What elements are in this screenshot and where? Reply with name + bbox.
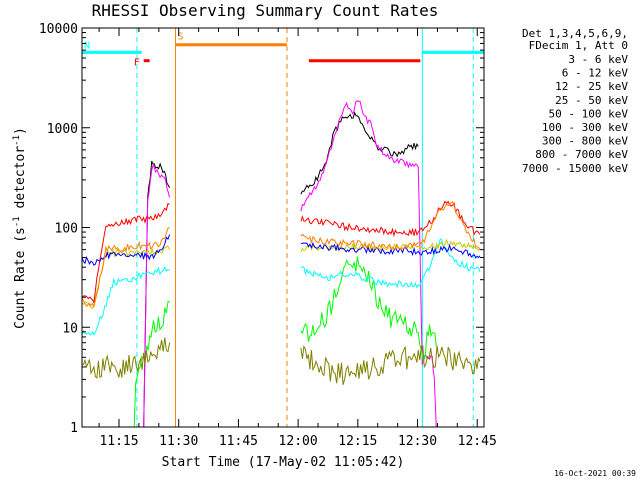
chart-title: RHESSI Observing Summary Count Rates [92, 1, 439, 20]
legend-header-line-1: FDecim 1, Att 0 [529, 39, 628, 52]
legend-entry-6: 300 - 800 keV [542, 135, 628, 148]
series-5-segment-0 [82, 202, 170, 304]
y-axis-label-end: ) [13, 127, 28, 135]
series-4 [82, 238, 481, 309]
plot-timestamp: 16-Oct-2021 00:39 [554, 469, 636, 478]
series-3 [82, 238, 481, 336]
series-1 [82, 100, 437, 427]
series-3-segment-1 [300, 238, 481, 289]
y-axis-label-mid: detector [13, 146, 28, 217]
x-tick-label: 12:00 [279, 434, 318, 449]
y-axis-label-sup2: -1 [12, 135, 22, 146]
x-tick-label: 11:45 [219, 434, 258, 449]
legend-entry-7: 800 - 7000 keV [535, 148, 628, 161]
series-7-segment-1 [300, 201, 481, 250]
legend-entry-3: 25 - 50 keV [555, 94, 628, 107]
flag-label-n: N [84, 40, 90, 51]
legend-entry-8: 7000 - 15000 keV [522, 162, 628, 175]
flag-label-f: F [134, 58, 140, 69]
legend: Det 1,3,4,5,6,9,FDecim 1, Att 03 - 6 keV… [522, 27, 628, 175]
legend-entry-5: 100 - 300 keV [542, 121, 628, 134]
series-8 [82, 337, 481, 385]
series-7-segment-0 [82, 227, 170, 309]
series-4-segment-0 [82, 246, 171, 309]
x-axis-ticks: 11:15 11:30 11:45 12:00 12:15 12:30 12:45 [98, 28, 497, 449]
series-6-segment-0 [82, 234, 171, 266]
series-5-segment-1 [300, 200, 481, 238]
series-1-segment-1 [300, 100, 437, 427]
series-0-segment-1 [300, 111, 419, 195]
series-8-segment-1 [300, 344, 481, 385]
observing-flags: F N S [82, 31, 484, 69]
legend-entry-0: 3 - 6 keV [568, 53, 628, 66]
plot-frame [81, 27, 485, 428]
series-4-segment-1 [300, 238, 481, 253]
y-axis-label-sup1: -1 [12, 216, 22, 227]
series-7 [82, 201, 481, 309]
y-axis-label: Count Rate (s-1 detector-1) [12, 127, 28, 329]
series-0-segment-0 [82, 160, 171, 427]
series-8-segment-0 [82, 337, 171, 379]
x-tick-label: 12:15 [338, 434, 377, 449]
series-2-segment-1 [300, 256, 437, 364]
series-6-segment-1 [300, 241, 481, 259]
legend-header-line-0: Det 1,3,4,5,6,9, [522, 27, 628, 40]
y-tick-label: 10000 [39, 22, 78, 37]
y-tick-label: 1 [70, 421, 78, 436]
plot-area [82, 28, 481, 427]
y-tick-label: 100 [55, 222, 78, 237]
x-tick-label: 12:30 [398, 434, 437, 449]
legend-entry-4: 50 - 100 keV [549, 107, 629, 120]
y-tick-label: 1000 [47, 122, 78, 137]
series-0 [82, 111, 419, 427]
series-1-segment-0 [82, 163, 171, 427]
x-tick-label: 11:30 [159, 434, 198, 449]
series-2-segment-0 [82, 301, 170, 427]
x-tick-label: 12:45 [458, 434, 497, 449]
legend-entry-2: 12 - 25 keV [555, 80, 628, 93]
y-axis-label-start: Count Rate (s [13, 227, 28, 329]
y-tick-label: 10 [62, 321, 78, 336]
series-2 [82, 256, 437, 427]
legend-entry-1: 6 - 12 keV [562, 67, 629, 80]
series-6 [82, 234, 481, 266]
x-tick-label: 11:15 [99, 434, 138, 449]
x-axis-label: Start Time (17-May-02 11:05:42) [162, 455, 405, 470]
series-3-segment-0 [82, 266, 170, 336]
flag-label-s: S [178, 31, 184, 42]
